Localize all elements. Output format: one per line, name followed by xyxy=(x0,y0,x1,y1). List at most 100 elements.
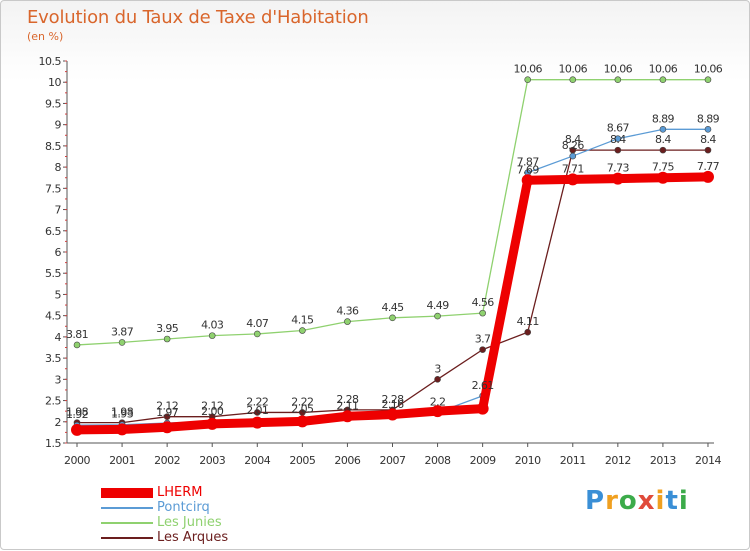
data-label: 8.4 xyxy=(655,133,671,146)
x-tick-label: 2001 xyxy=(109,454,135,467)
x-tick-label: 2013 xyxy=(650,454,676,467)
data-point xyxy=(296,415,309,428)
data-label: 1.97 xyxy=(156,406,179,419)
y-tick-label: 4 xyxy=(55,331,62,344)
legend-swatch xyxy=(101,485,153,500)
data-point xyxy=(476,402,489,415)
data-point xyxy=(434,376,441,383)
data-point xyxy=(566,173,579,186)
y-tick-label: 6 xyxy=(55,246,62,259)
data-point xyxy=(659,76,667,83)
data-point xyxy=(659,126,667,133)
data-label: 7.71 xyxy=(562,162,584,175)
data-label: 4.45 xyxy=(381,301,404,314)
logo-letter: P xyxy=(585,486,606,516)
data-point xyxy=(386,408,399,421)
data-point xyxy=(208,332,216,339)
x-tick-label: 2000 xyxy=(64,454,90,467)
series-line-les-arques xyxy=(76,149,709,424)
legend-label: Les Arques xyxy=(157,530,229,545)
data-label: 3.95 xyxy=(156,322,179,335)
data-point xyxy=(161,421,174,434)
data-label: 2.01 xyxy=(246,404,268,417)
data-label: 10.06 xyxy=(649,63,678,76)
data-label: 3.81 xyxy=(66,328,88,341)
data-label: 8.67 xyxy=(607,122,630,135)
data-point xyxy=(659,146,667,154)
data-label: 8.26 xyxy=(562,139,585,152)
data-point xyxy=(251,416,264,429)
data-point xyxy=(253,409,261,416)
data-label: 8.4 xyxy=(700,133,716,146)
x-tick-label: 2006 xyxy=(334,454,360,467)
data-point xyxy=(163,413,171,420)
y-tick-label: 3.5 xyxy=(45,352,61,365)
y-tick-label: 8.5 xyxy=(45,140,61,153)
data-label: 4.15 xyxy=(291,314,314,327)
data-label: 4.07 xyxy=(246,317,269,330)
data-point xyxy=(701,170,714,183)
data-label: 3.7 xyxy=(475,333,491,346)
data-label: 8.89 xyxy=(697,112,720,125)
data-label: 3 xyxy=(434,362,441,375)
data-point xyxy=(116,423,129,436)
x-tick-label: 2003 xyxy=(199,454,225,467)
data-point xyxy=(656,171,669,184)
chart-title: Evolution du Taux de Taxe d'Habitation xyxy=(27,7,369,28)
data-label: 4.56 xyxy=(472,296,495,309)
data-point xyxy=(431,405,444,418)
y-axis-unit: (en %) xyxy=(27,30,64,43)
data-label: 2.28 xyxy=(381,393,404,406)
y-tick-label: 5.5 xyxy=(45,267,61,280)
data-point xyxy=(299,327,306,334)
y-tick-label: 8 xyxy=(55,161,62,174)
data-point xyxy=(206,417,219,430)
data-label: 2.12 xyxy=(201,400,223,413)
y-tick-label: 6.5 xyxy=(45,225,61,238)
logo-letter: o xyxy=(618,486,638,516)
data-point xyxy=(253,330,261,338)
x-tick-label: 2012 xyxy=(605,454,631,467)
data-point xyxy=(73,341,81,349)
proxiti-logo: Proxiti xyxy=(585,486,689,516)
data-label: 4.49 xyxy=(427,299,450,312)
data-label: 2.12 xyxy=(156,400,178,413)
data-point xyxy=(163,335,171,343)
data-label: 7.77 xyxy=(697,160,720,173)
data-point xyxy=(479,346,486,353)
data-point xyxy=(524,328,532,336)
data-point xyxy=(614,135,622,142)
data-label: 2.16 xyxy=(381,398,404,411)
data-label: 4.36 xyxy=(336,305,359,318)
data-point xyxy=(344,318,351,325)
data-point xyxy=(524,76,532,83)
data-label: 4.11 xyxy=(517,315,539,328)
logo-letter: x xyxy=(637,486,656,516)
data-label: 8.4 xyxy=(610,133,626,146)
legend-swatch xyxy=(101,530,153,545)
y-tick-label: 5 xyxy=(55,288,62,301)
data-point xyxy=(614,146,622,154)
x-tick-label: 2002 xyxy=(154,454,180,467)
legend-swatch xyxy=(101,515,153,530)
legend-swatch xyxy=(101,500,153,515)
data-point xyxy=(71,423,83,436)
x-tick-label: 2014 xyxy=(695,454,721,467)
x-tick-label: 2005 xyxy=(289,454,315,467)
data-point xyxy=(569,76,577,83)
x-tick-label: 2011 xyxy=(560,454,586,467)
data-label: 7.69 xyxy=(517,163,540,176)
y-tick-label: 10.5 xyxy=(39,55,62,68)
data-point xyxy=(704,76,712,83)
y-tick-label: 2 xyxy=(55,416,62,429)
x-tick-label: 2004 xyxy=(244,454,270,467)
data-label: 2.00 xyxy=(201,405,224,418)
data-label: 2.22 xyxy=(246,395,268,408)
data-point xyxy=(704,126,712,133)
x-tick-label: 2010 xyxy=(515,454,541,467)
x-tick-label: 2009 xyxy=(470,454,496,467)
data-point xyxy=(118,339,126,346)
y-tick-label: 4.5 xyxy=(45,310,61,323)
